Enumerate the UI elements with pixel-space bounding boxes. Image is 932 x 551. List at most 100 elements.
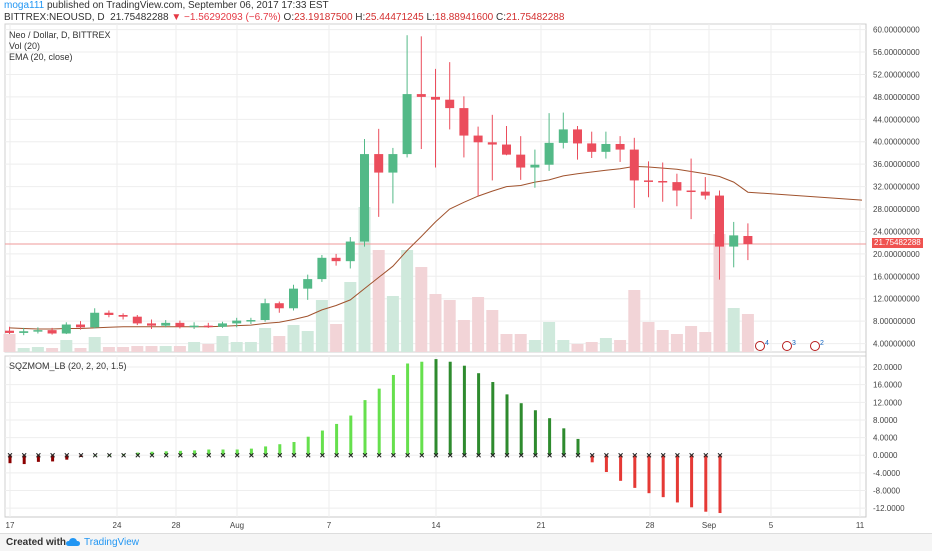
candle-body [516, 154, 526, 168]
high-value: 25.44471245 [365, 12, 424, 23]
candle-body [47, 330, 57, 334]
momentum-bar [306, 436, 310, 456]
volume-bar [741, 314, 754, 352]
candle-body [459, 108, 469, 136]
momentum-bar [79, 455, 83, 458]
squeeze-dot [263, 452, 268, 458]
candle-body [729, 235, 739, 247]
squeeze-dot [320, 452, 325, 458]
squeeze-dot [476, 452, 481, 458]
candle-body [502, 144, 511, 155]
volume-bar [685, 326, 698, 352]
squeeze-dot [376, 452, 382, 458]
squeeze-dot [206, 452, 212, 458]
volume-bar [259, 328, 272, 352]
price-tick-label: 40.00000000 [873, 138, 920, 147]
momentum-bar [619, 455, 623, 481]
candle-body [175, 322, 185, 327]
momentum-bar [420, 361, 424, 456]
low-label: L: [426, 12, 435, 23]
squeeze-dot [433, 452, 439, 458]
volume-bar [727, 308, 740, 352]
momentum-bar [335, 423, 339, 456]
price-tick-label: 52.00000000 [873, 70, 920, 79]
event-count-label: 2 [820, 340, 824, 347]
candle-body [104, 312, 114, 315]
squeeze-dot [618, 452, 623, 458]
candle-body [90, 312, 100, 328]
momentum-bar [51, 455, 55, 462]
candle-body [374, 154, 384, 173]
momentum-bar [377, 388, 381, 456]
tradingview-logo[interactable]: TradingView [84, 537, 140, 548]
squeeze-dot [234, 452, 240, 458]
volume-bar [102, 347, 115, 352]
candle-body [601, 143, 611, 152]
squeeze-dot [646, 452, 652, 458]
open-value: 23.19187500 [294, 12, 353, 23]
oscillator-tick-label: 8.0000 [873, 416, 898, 425]
squeeze-dot [533, 452, 538, 458]
momentum-bar [718, 455, 722, 514]
volume-bar [415, 267, 428, 352]
candle-body [19, 331, 29, 333]
candle-body [700, 191, 710, 196]
squeeze-dot [21, 452, 27, 458]
momentum-bar [562, 428, 566, 456]
volume-bar [372, 250, 385, 352]
candle-body [530, 164, 540, 168]
momentum-bar [633, 455, 637, 488]
volume-bar [131, 346, 144, 352]
momentum-bar [178, 450, 182, 456]
volume-bar [585, 342, 598, 352]
legend-ema: EMA (20, close) [9, 52, 73, 62]
volume-bar [670, 334, 683, 352]
chart-canvas[interactable]: 60.0000000056.0000000052.0000000048.0000… [0, 0, 932, 533]
oscillator-tick-label: 4.0000 [873, 434, 898, 443]
momentum-bar [207, 449, 211, 456]
time-tick-label: 28 [172, 521, 181, 530]
price-tick-label: 32.00000000 [873, 183, 920, 192]
author-link[interactable]: moga111 [4, 0, 45, 11]
momentum-bar [576, 438, 580, 456]
candle-body [147, 323, 156, 326]
momentum-bar [647, 455, 651, 494]
price-tick-label: 20.00000000 [873, 250, 920, 259]
squeeze-dot [604, 452, 609, 458]
time-tick-label: 17 [6, 521, 15, 530]
squeeze-dot [92, 452, 98, 458]
momentum-bar [221, 449, 225, 456]
time-tick-label: Sep [702, 521, 717, 530]
price-tick-label: 4.00000000 [873, 340, 916, 349]
volume-bar [528, 340, 541, 352]
volume-bar [628, 290, 641, 352]
candle-body [672, 182, 682, 191]
price-tick-label: 56.00000000 [873, 48, 920, 57]
time-tick-label: 14 [432, 521, 441, 530]
last-price: 21.75482288 [110, 12, 169, 23]
squeeze-dot [717, 452, 723, 458]
squeeze-dot [348, 452, 354, 458]
candle-body [345, 241, 355, 262]
publish-info: published on TradingView.com, September … [47, 0, 329, 11]
squeeze-dot [163, 452, 169, 458]
time-tick-label: 5 [769, 521, 774, 530]
momentum-bar [22, 455, 26, 465]
time-tick-label: 11 [856, 521, 865, 530]
volume-bar [429, 294, 442, 352]
volume-bar [273, 336, 286, 352]
squeeze-dot [689, 452, 694, 458]
squeeze-dot [135, 452, 141, 458]
legend-volume: Vol (20) [9, 41, 41, 51]
momentum-bar [434, 359, 438, 456]
momentum-bar [704, 455, 708, 512]
momentum-bar [491, 382, 495, 456]
candle-body [416, 94, 426, 97]
symbol-label: BITTREX:NEOUSD, D [4, 12, 105, 23]
volume-bar [216, 336, 229, 352]
squeeze-dot [220, 452, 226, 458]
squeeze-dot [178, 452, 183, 458]
squeeze-dot [660, 452, 666, 458]
squeeze-dot [504, 452, 510, 458]
volume-bar [472, 297, 485, 352]
